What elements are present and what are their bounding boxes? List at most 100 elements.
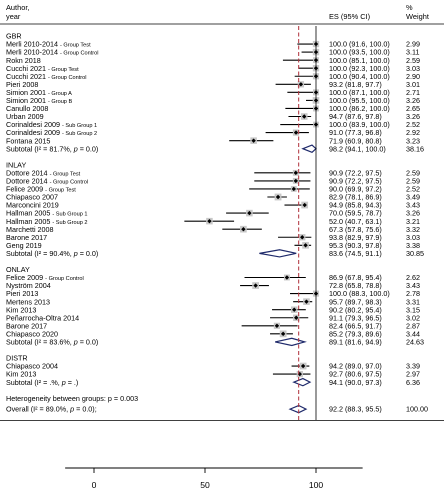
study-label: Cucchi 2021 - Group Control (6, 72, 87, 81)
row-ci: 90.2 (80.2, 95.4) (329, 305, 382, 314)
row-ci: 100.0 (90.4, 100.0) (329, 72, 390, 81)
x-tick-label: 0 (92, 480, 97, 490)
row-ci: 100.0 (92.3, 100.0) (329, 64, 390, 73)
subtotal-ci: 89.1 (81.6, 94.9) (329, 338, 382, 347)
row-weight: 2.52 (406, 185, 420, 194)
row-weight: 2.78 (406, 289, 420, 298)
point-estimate (304, 299, 309, 304)
point-estimate (303, 243, 308, 248)
study-label: Merli 2010-2014 - Group Test (6, 40, 91, 49)
row-ci: 100.0 (93.5, 100.0) (329, 48, 390, 57)
study-label: Merli 2010-2014 - Group Control (6, 48, 99, 57)
study-label: Marconcini 2019 (6, 201, 59, 210)
row-weight: 3.23 (406, 136, 420, 145)
study-label: Dottore 2014 - Group Control (6, 177, 88, 186)
study-label: Hallman 2005 - Sub Group 1 (6, 209, 88, 218)
point-estimate (302, 202, 307, 208)
subtotal-label: Subtotal (I² = 81.7%, p = 0.0) (6, 144, 98, 153)
study-label: Corinaldesi 2009 - Sub Group 1 (6, 120, 97, 129)
row-ci: 82.9 (78.1, 86.9) (329, 193, 382, 202)
point-estimate (251, 138, 256, 143)
study-label: Kim 2013 (6, 305, 36, 314)
row-weight: 3.15 (406, 305, 420, 314)
study-label: Cucchi 2021 - Group Test (6, 64, 79, 73)
row-weight: 2.92 (406, 128, 420, 137)
subtotal-weight: 24.63 (406, 338, 424, 347)
row-weight: 2.71 (406, 88, 420, 97)
study-label: Hallman 2005 - Sub Group 2 (6, 217, 88, 226)
study-label: Canullo 2008 (6, 104, 48, 113)
point-estimate (300, 235, 305, 240)
group-label: GBR (6, 32, 22, 41)
row-ci: 52.0 (40.7, 63.1) (329, 217, 382, 226)
study-label: Pieri 2013 (6, 289, 38, 298)
row-ci: 100.0 (88.3, 100.0) (329, 289, 390, 298)
study-label: Dottore 2014 - Group Test (6, 168, 81, 177)
study-label: Simion 2001 - Group B (6, 96, 72, 105)
row-ci: 94.9 (85.8, 94.3) (329, 201, 382, 210)
point-estimate (292, 307, 297, 312)
row-weight: 3.43 (406, 201, 420, 210)
point-estimate (293, 130, 299, 135)
row-weight: 3.02 (406, 313, 420, 322)
study-label: Chiapasco 2004 (6, 362, 58, 371)
row-weight: 3.26 (406, 209, 420, 218)
row-ci: 71.9 (60.9, 80.8) (329, 136, 382, 145)
study-label: Urban 2009 (6, 112, 44, 121)
row-weight: 3.49 (406, 193, 420, 202)
row-weight: 3.21 (406, 217, 420, 226)
header-year: year (6, 12, 21, 21)
row-ci: 100.0 (85.1, 100.0) (329, 56, 390, 65)
point-estimate (293, 170, 298, 176)
row-ci: 91.1 (79.3, 96.5) (329, 313, 382, 322)
point-estimate (241, 227, 246, 232)
row-ci: 100.0 (87.1, 100.0) (329, 88, 390, 97)
row-weight: 3.03 (406, 233, 420, 242)
subtotal-diamond (275, 337, 307, 347)
group-label: INLAY (6, 160, 26, 169)
subtotal-label: Subtotal (I² = .%, p = .) (6, 378, 78, 387)
study-label: Mertens 2013 (6, 297, 50, 306)
row-ci: 100.0 (86.2, 100.0) (329, 104, 390, 113)
study-label: Geng 2019 (6, 241, 42, 250)
row-ci: 95.3 (90.3, 97.8) (329, 241, 382, 250)
row-weight: 2.97 (406, 370, 420, 379)
row-weight: 3.31 (406, 297, 420, 306)
heterogeneity-text: Heterogeneity between groups: p = 0.003 (6, 394, 138, 403)
row-ci: 90.9 (72.2, 97.5) (329, 168, 382, 177)
study-label: Simion 2001 - Group A (6, 88, 72, 97)
subtotal-diamond (292, 377, 312, 387)
point-estimate (300, 363, 306, 369)
row-weight: 2.52 (406, 120, 420, 129)
subtotal-diamond (301, 144, 317, 153)
point-estimate (275, 194, 281, 200)
row-ci: 70.0 (59.5, 78.7) (329, 209, 382, 218)
subtotal-diamond (259, 249, 297, 258)
row-ci: 93.8 (82.9, 97.9) (329, 233, 382, 242)
row-ci: 93.2 (81.8, 97.7) (329, 80, 382, 89)
study-label: Barone 2017 (6, 321, 47, 330)
point-estimate (293, 178, 298, 184)
point-estimate (280, 331, 286, 337)
subtotal-weight: 30.85 (406, 249, 424, 258)
subtotal-ci: 83.6 (74.5, 91.1) (329, 249, 382, 258)
row-ci: 100.0 (95.5, 100.0) (329, 96, 390, 105)
row-weight: 3.39 (406, 362, 420, 371)
overall-diamond (288, 404, 308, 414)
row-ci: 91.0 (77.3, 96.8) (329, 128, 382, 137)
point-estimate (253, 283, 258, 288)
row-ci: 67.3 (57.8, 75.6) (329, 225, 382, 234)
subtotal-label: Subtotal (I² = 90.4%, p = 0.0) (6, 249, 98, 258)
row-ci: 94.2 (89.0, 97.0) (329, 362, 382, 371)
row-ci: 92.7 (80.6, 97.5) (329, 370, 382, 379)
point-estimate (207, 218, 212, 224)
row-ci: 86.9 (67.8, 95.4) (329, 273, 382, 282)
row-weight: 3.26 (406, 112, 420, 121)
point-estimate (291, 186, 296, 192)
row-ci: 85.2 (79.3, 89.6) (329, 329, 382, 338)
row-ci: 82.4 (66.5, 91.7) (329, 321, 382, 330)
study-label: Felice 2009 - Group Control (6, 273, 84, 282)
subtotal-ci: 94.1 (90.0, 97.3) (329, 378, 382, 387)
study-label: Felice 2009 - Group Test (6, 185, 76, 194)
